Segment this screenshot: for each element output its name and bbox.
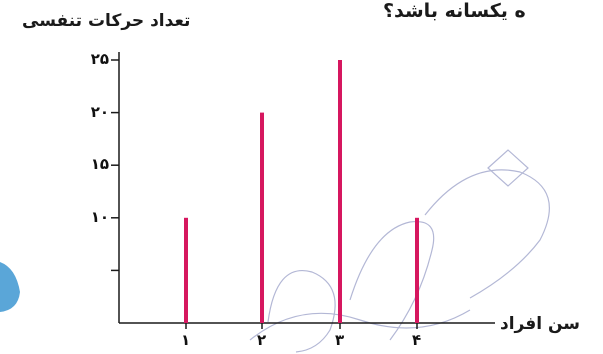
watermark-logo <box>249 149 550 353</box>
bar-4 <box>415 217 419 323</box>
edge-decoration <box>0 262 20 312</box>
bars-group <box>184 60 419 323</box>
y-tick-label: ۱۰ <box>90 207 109 226</box>
y-tick-label: ۱۵ <box>90 155 109 174</box>
y-tick-label: ۲۰ <box>90 102 109 121</box>
x-tick-label: ۲ <box>257 331 267 349</box>
x-tick-label: ۱ <box>181 331 191 349</box>
y-tick-label: ۲۵ <box>90 50 109 68</box>
bar-1 <box>184 217 188 323</box>
x-tick-label: ۴ <box>412 331 422 349</box>
y-axis-label: تعداد حرکات تنفسی <box>22 11 191 31</box>
bar-2 <box>260 112 264 323</box>
x-tick-label: ۳ <box>335 331 345 349</box>
bar-3 <box>338 60 342 323</box>
page-text-fragment: ه یکسانه باشد؟ <box>383 0 526 22</box>
y-tick-marks <box>111 59 119 272</box>
x-axis-label: سن افراد <box>500 314 581 334</box>
x-tick-marks <box>185 323 418 329</box>
